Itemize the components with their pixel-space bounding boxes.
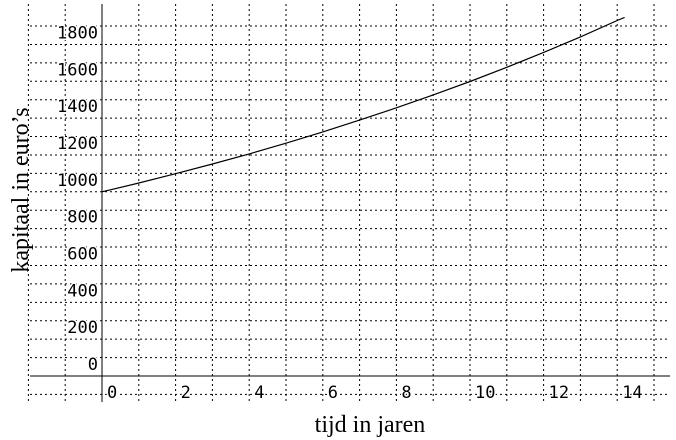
y-tick-label: 1200 <box>57 134 98 154</box>
x-tick-label: 2 <box>181 383 191 403</box>
x-axis-label: tijd in jaren <box>315 412 426 438</box>
axes <box>30 4 670 402</box>
tick-labels: 0 2 4 6 8 10 12 14 0 200 400 600 800 1000 1200 1400 1600… <box>56 22 645 405</box>
y-axis-label: kapitaal in euro’s <box>8 107 34 272</box>
x-tick-label: 0 <box>107 383 117 403</box>
series-line <box>101 16 625 193</box>
y-tick-label: 800 <box>67 208 98 228</box>
y-tick-label: 1600 <box>57 60 98 80</box>
x-tick-label: 12 <box>549 383 569 403</box>
x-tick-label: 10 <box>475 383 495 403</box>
x-tick-label: 14 <box>622 383 642 403</box>
y-tick-label: 600 <box>67 244 98 264</box>
y-tick-label: 0 <box>88 355 98 375</box>
x-tick-label: 8 <box>401 383 411 403</box>
x-tick-label: 4 <box>254 383 264 403</box>
y-tick-label: 1800 <box>57 23 98 43</box>
x-tick-label: 6 <box>328 383 338 403</box>
y-tick-label: 1000 <box>57 171 98 191</box>
y-tick-label: 1400 <box>57 97 98 117</box>
y-tick-label: 400 <box>67 281 98 301</box>
y-tick-label: 200 <box>67 318 98 338</box>
grid <box>27 4 670 402</box>
